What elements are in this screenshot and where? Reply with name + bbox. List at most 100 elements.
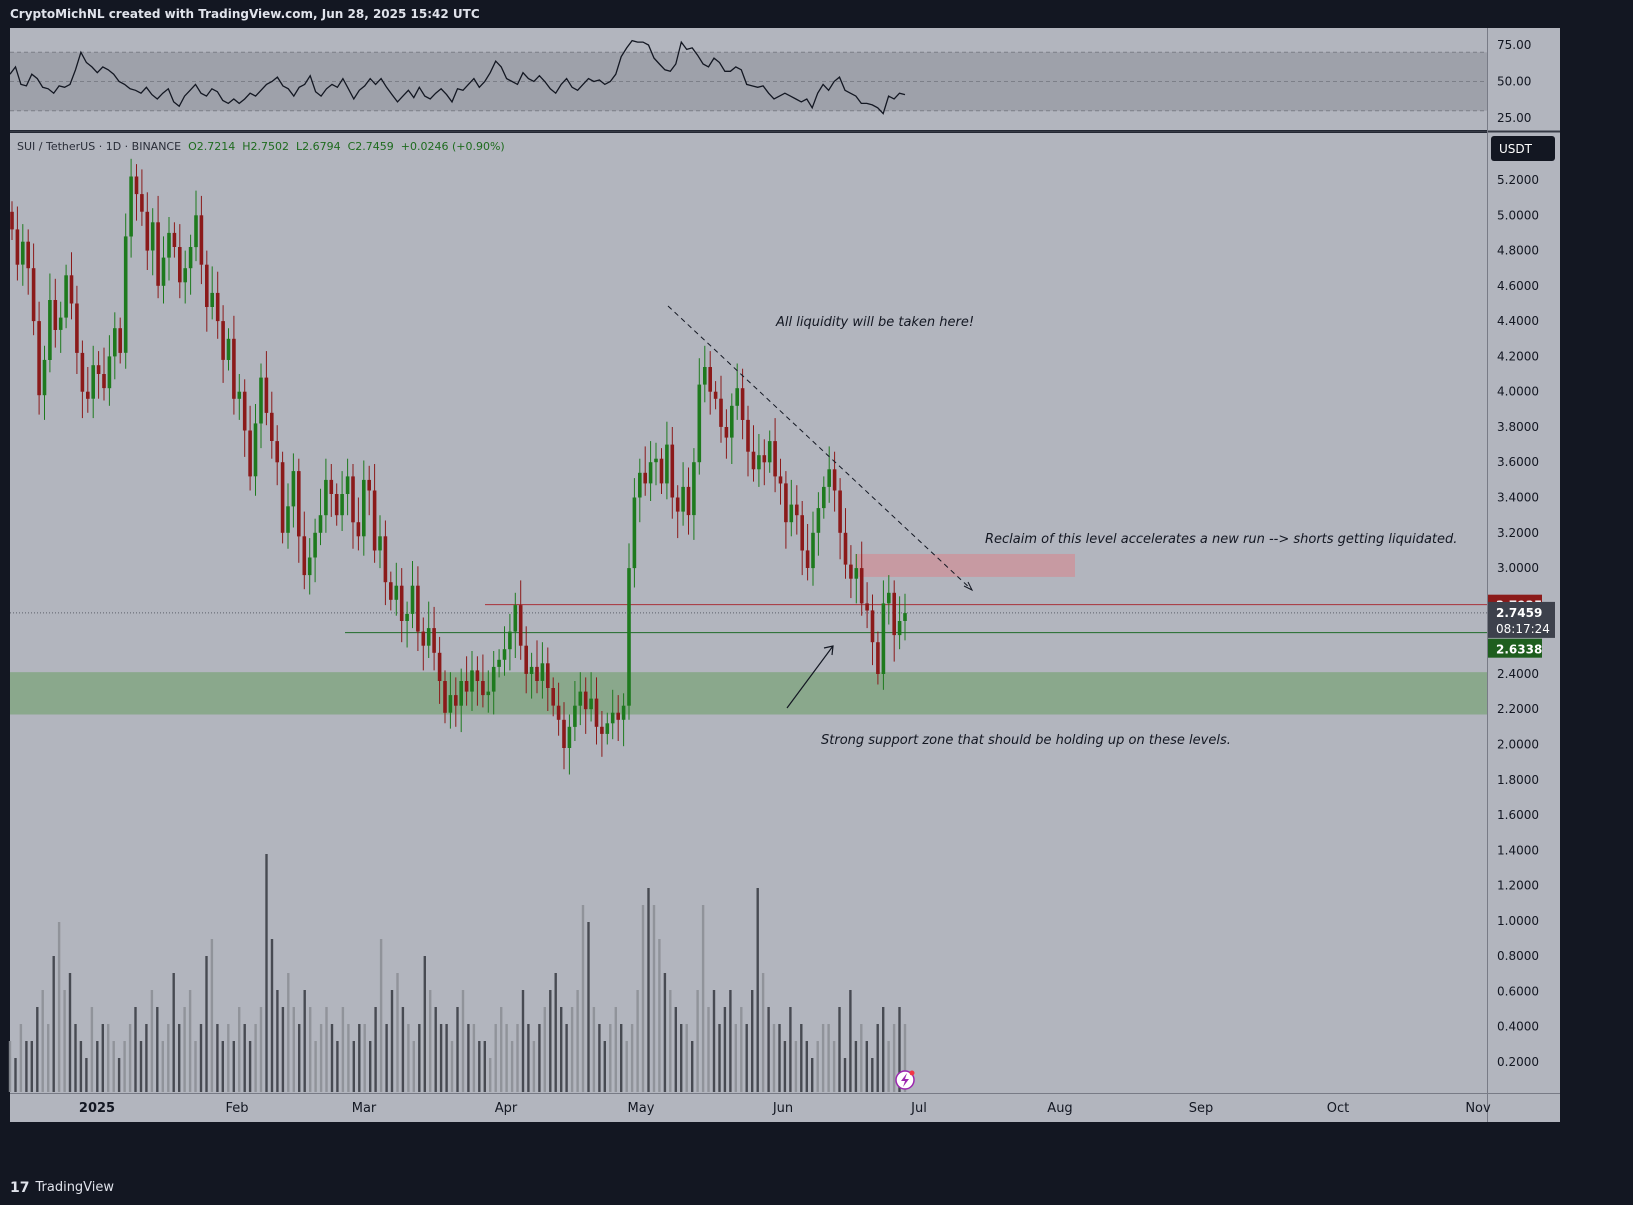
volume-bar bbox=[139, 1041, 143, 1092]
volume-bar bbox=[685, 1024, 688, 1092]
legend-item: H2.7502 bbox=[242, 140, 289, 153]
candle-body bbox=[15, 229, 20, 265]
symbol-legend: SUI / TetherUS · 1D · BINANCE O2.7214 H2.7… bbox=[17, 140, 505, 153]
volume-bar bbox=[287, 973, 290, 1092]
volume-bar bbox=[832, 1041, 836, 1092]
candle-body bbox=[334, 494, 339, 516]
volume-bar bbox=[36, 1007, 39, 1092]
volume-bar bbox=[669, 990, 672, 1092]
candle-body bbox=[730, 405, 734, 438]
candle-body bbox=[832, 469, 837, 491]
candle-body bbox=[286, 506, 290, 533]
last-price-tag-bg bbox=[1488, 601, 1555, 638]
candle-body bbox=[48, 300, 52, 360]
candle-body bbox=[383, 536, 388, 583]
volume-bar bbox=[560, 1007, 563, 1092]
candle-body bbox=[37, 321, 41, 396]
candle-body bbox=[351, 476, 355, 523]
volume-bar bbox=[712, 990, 716, 1092]
time-tick-label: Sep bbox=[1189, 1101, 1214, 1116]
candle-body bbox=[903, 613, 907, 621]
candle-body bbox=[605, 723, 610, 734]
volume-bar bbox=[461, 990, 465, 1092]
volume-bar bbox=[543, 1007, 546, 1092]
candle-body bbox=[654, 458, 658, 463]
candle-body bbox=[524, 645, 528, 674]
candle-body bbox=[556, 705, 561, 720]
candle-body bbox=[53, 300, 58, 330]
candle-body bbox=[659, 458, 664, 484]
candle-body bbox=[280, 462, 285, 533]
time-tick-label: Mar bbox=[352, 1101, 377, 1116]
volume-bar bbox=[41, 990, 44, 1092]
candle-body bbox=[773, 441, 777, 477]
volume-bar bbox=[319, 1024, 323, 1092]
candle-body bbox=[394, 585, 399, 600]
volume-bar bbox=[90, 1007, 94, 1092]
volume-bar bbox=[756, 888, 759, 1092]
rsi-line bbox=[9, 39, 906, 115]
candle-body bbox=[708, 367, 712, 392]
volume-bar bbox=[341, 1007, 345, 1092]
candle-body bbox=[416, 585, 420, 632]
candle-body bbox=[10, 211, 14, 230]
price-tick-label: 2.4000 bbox=[1497, 667, 1539, 681]
candle-body bbox=[318, 515, 323, 533]
candle-body bbox=[345, 476, 350, 494]
volume-bar bbox=[199, 1024, 203, 1092]
attribution-bar: CryptoMichNL created with TradingView.co… bbox=[0, 0, 1633, 28]
candle-body bbox=[270, 412, 274, 441]
candle-body bbox=[724, 427, 729, 438]
candle-body bbox=[145, 211, 150, 251]
candle-body bbox=[129, 176, 133, 237]
volume-bar bbox=[429, 990, 432, 1092]
support-tag: 2.6338 bbox=[1496, 643, 1542, 657]
candle-body bbox=[843, 532, 848, 565]
volume-bar bbox=[532, 1041, 536, 1092]
volume-bar bbox=[652, 905, 656, 1092]
candle-body bbox=[167, 232, 171, 258]
support-tag-bg bbox=[1488, 638, 1542, 658]
candle-body bbox=[627, 568, 631, 706]
volume-bar bbox=[167, 1024, 170, 1092]
candle-body bbox=[778, 476, 783, 484]
price-tick-label: 2.2000 bbox=[1497, 702, 1539, 716]
volume-bar bbox=[467, 1024, 470, 1092]
candle-body bbox=[870, 610, 875, 643]
candle-body bbox=[665, 444, 669, 484]
time-tick-label: Jul bbox=[910, 1101, 927, 1116]
candle-body bbox=[307, 557, 312, 576]
volume-bar bbox=[592, 1007, 596, 1092]
candle-body bbox=[464, 681, 469, 692]
volume-bar bbox=[52, 956, 55, 1092]
volume-bar bbox=[128, 1024, 132, 1092]
volume-bar bbox=[494, 1024, 497, 1092]
candle-body bbox=[811, 532, 815, 569]
candle-body bbox=[600, 726, 604, 734]
volume-bar bbox=[112, 1041, 115, 1092]
candle-body bbox=[578, 691, 583, 706]
volume-bar bbox=[740, 1007, 743, 1092]
time-tick-label: Aug bbox=[1047, 1101, 1072, 1116]
tradingview-logo-icon[interactable]: 17 bbox=[10, 1179, 30, 1196]
volume-bar bbox=[658, 939, 661, 1092]
price-tick-label: 1.2000 bbox=[1497, 879, 1539, 893]
chart-canvas[interactable]: 75.00 50.00 25.00 All liquidity will be tak… bbox=[0, 0, 1633, 1170]
volume-bar bbox=[161, 1041, 164, 1092]
candle-body bbox=[389, 582, 393, 600]
candle-body bbox=[502, 649, 507, 660]
candle-body bbox=[356, 522, 361, 537]
volume-bar bbox=[418, 1024, 421, 1092]
candle-body bbox=[881, 603, 886, 674]
volume-bar bbox=[603, 1041, 606, 1092]
volume-bar bbox=[843, 1058, 847, 1092]
currency-badge: USDT bbox=[1499, 142, 1533, 156]
volume-bar bbox=[123, 1041, 126, 1092]
volume-bar bbox=[423, 956, 426, 1092]
support-zone bbox=[10, 672, 1487, 715]
candle-body bbox=[259, 377, 263, 424]
candle-body bbox=[150, 222, 155, 251]
volume-bar bbox=[505, 1024, 508, 1092]
trend-line bbox=[667, 305, 973, 591]
candle-body bbox=[610, 712, 615, 724]
